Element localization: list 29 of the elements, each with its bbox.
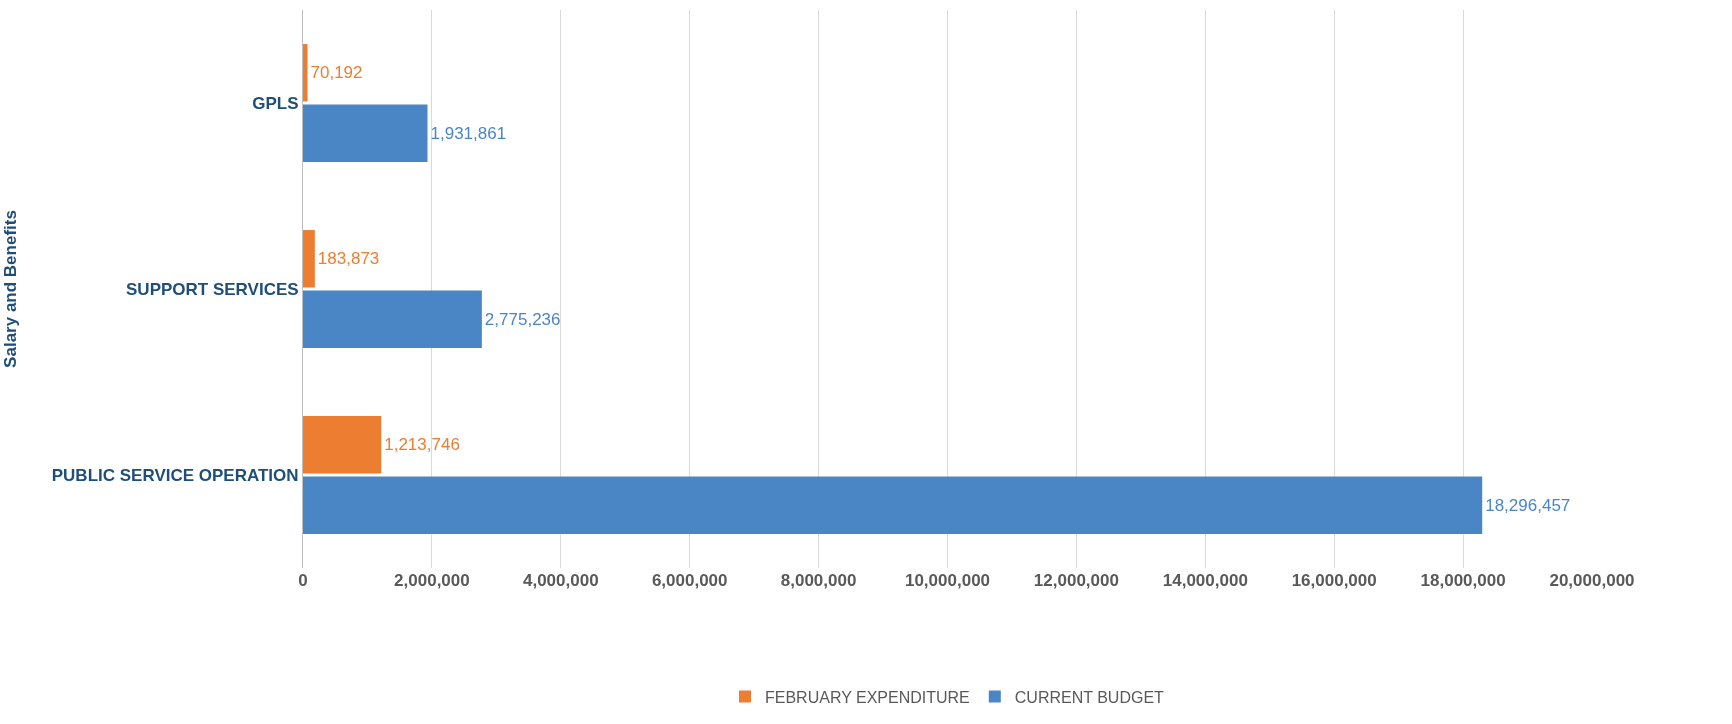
y-tick-label: GPLS	[252, 93, 299, 113]
x-tick-label: 12,000,000	[1033, 571, 1119, 590]
data-label: 2,775,236	[484, 309, 561, 329]
bar	[303, 476, 1483, 534]
x-tick-label: 14,000,000	[1162, 571, 1248, 590]
data-label: 1,931,861	[430, 123, 507, 143]
x-tick-label: 0	[298, 571, 308, 590]
x-tick-label: 20,000,000	[1549, 571, 1635, 590]
legend-label: CURRENT BUDGET	[1014, 688, 1165, 706]
bar	[303, 290, 482, 348]
bar	[303, 416, 382, 474]
data-label: 183,873	[317, 249, 380, 269]
bar	[303, 44, 308, 102]
y-tick-label: SUPPORT SERVICES	[126, 279, 299, 299]
x-tick-label: 8,000,000	[780, 571, 857, 590]
y-axis-title: Salary and Benefits	[1, 210, 21, 368]
bar	[303, 104, 428, 162]
x-tick-label: 4,000,000	[522, 571, 599, 590]
x-tick-label: 2,000,000	[394, 571, 470, 590]
x-tick-label: 16,000,000	[1291, 571, 1377, 590]
data-label: 70,192	[310, 63, 363, 83]
y-tick-label: PUBLIC SERVICE OPERATION	[51, 465, 299, 485]
data-label: 1,213,746	[384, 435, 460, 455]
x-tick-label: 18,000,000	[1420, 571, 1506, 590]
bar	[303, 230, 315, 288]
x-tick-label: 10,000,000	[904, 571, 991, 590]
data-label: 18,296,457	[1485, 495, 1571, 515]
x-tick-label: 6,000,000	[651, 571, 728, 590]
legend-label: FEBRUARY EXPENDITURE	[765, 688, 970, 706]
